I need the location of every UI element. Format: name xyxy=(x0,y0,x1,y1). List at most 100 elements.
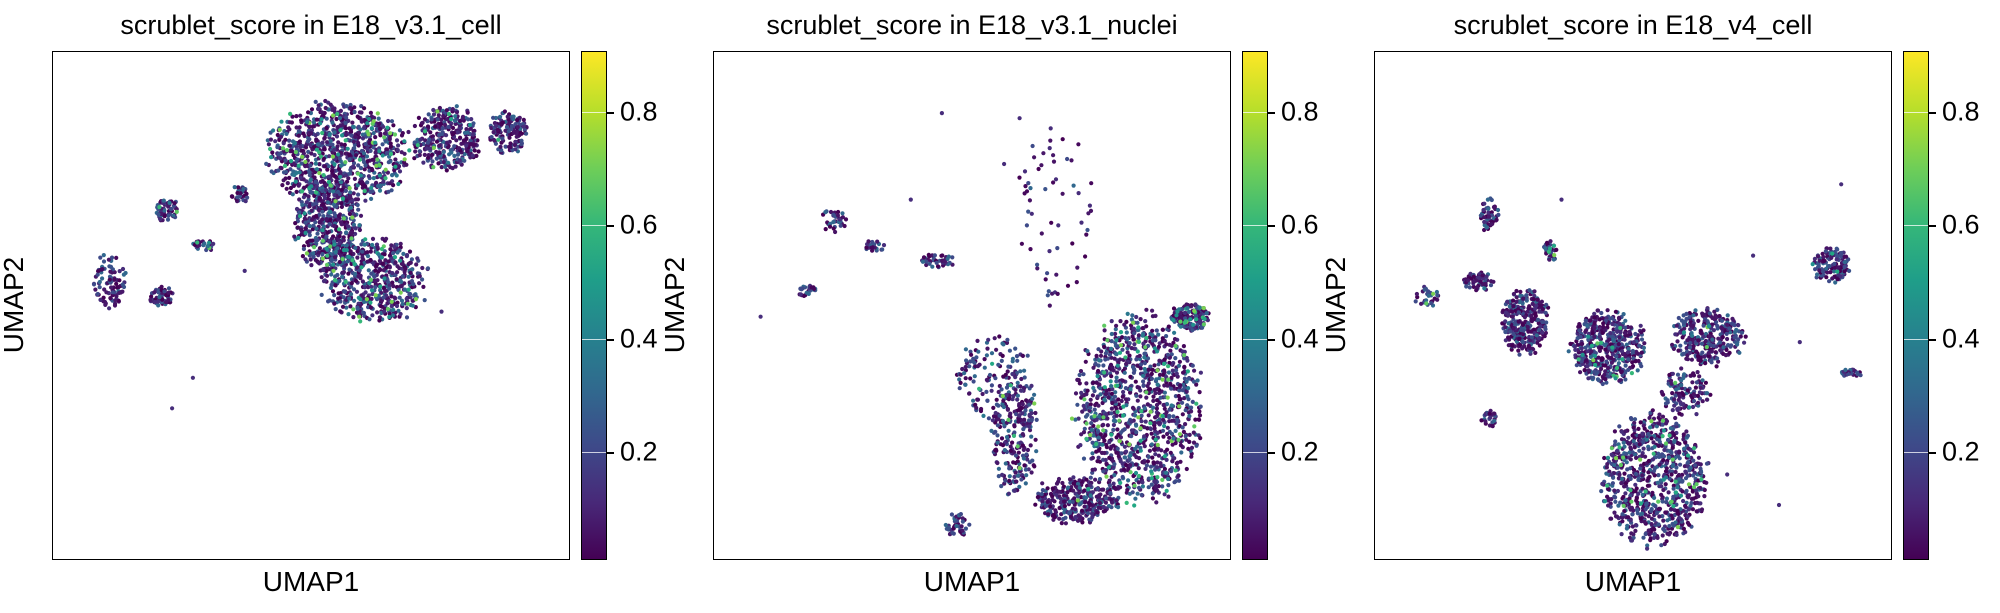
scatter-point xyxy=(409,279,415,284)
scatter-point xyxy=(1167,407,1172,412)
scatter-point xyxy=(321,214,326,219)
scatter-point xyxy=(431,107,436,113)
scatter-point xyxy=(505,114,510,119)
scatter-point xyxy=(435,117,440,122)
scatter-point xyxy=(1113,390,1118,395)
scatter-point xyxy=(340,270,345,275)
scatter-point xyxy=(381,179,386,184)
scatter-point xyxy=(388,131,393,136)
scatter-point xyxy=(273,139,278,144)
scatter-point xyxy=(157,295,162,300)
scatter-point xyxy=(324,125,329,130)
colorbar-tick xyxy=(607,339,614,341)
scatter-point xyxy=(1047,146,1052,151)
scatter-point xyxy=(207,240,212,245)
scatter-point xyxy=(1171,414,1176,419)
scatter-point xyxy=(380,261,385,266)
scatter-point xyxy=(508,141,513,146)
scatter-point xyxy=(1166,324,1171,329)
scatter-point xyxy=(326,179,331,185)
scatter-point xyxy=(1125,311,1130,316)
scatter-point xyxy=(399,283,404,289)
scatter-point xyxy=(375,157,380,162)
scatter-point xyxy=(1139,492,1144,498)
scatter-point xyxy=(1113,419,1118,424)
scatter-point xyxy=(1158,395,1163,400)
scatter-point xyxy=(1165,395,1170,400)
scatter-point xyxy=(489,125,494,131)
scatter-point xyxy=(1176,437,1181,442)
scatter-point xyxy=(377,162,382,167)
scatter-point xyxy=(1020,443,1025,448)
scatter-point xyxy=(471,129,476,134)
scatter-point xyxy=(1174,371,1179,376)
scatter-point xyxy=(398,258,403,263)
scatter-point xyxy=(384,147,389,152)
scatter-point xyxy=(391,307,396,312)
scatter-point xyxy=(1134,393,1139,398)
scatter-point xyxy=(1143,351,1148,356)
scatter-point xyxy=(344,115,349,120)
scatter-point xyxy=(1149,371,1154,376)
scatter-point xyxy=(1095,510,1100,515)
scatter-point xyxy=(300,202,305,208)
plot-area xyxy=(1374,51,1892,560)
scatter-point xyxy=(401,251,406,256)
scatter-point xyxy=(960,519,965,524)
scatter-point xyxy=(503,128,508,133)
scatter-point xyxy=(1131,473,1136,479)
scatter-point xyxy=(1103,351,1108,356)
scatter-point xyxy=(1029,470,1034,475)
scatter-point xyxy=(331,113,336,118)
scatter-point xyxy=(467,122,473,128)
scatter-point xyxy=(1030,458,1035,463)
scatter-point xyxy=(332,293,337,298)
scatter-point xyxy=(310,124,315,129)
scatter-point xyxy=(333,307,338,312)
scatter-point xyxy=(1083,495,1089,500)
scatter-point xyxy=(474,153,479,158)
scatter-point xyxy=(828,209,834,215)
scatter-point xyxy=(325,140,330,145)
scatter-point xyxy=(322,164,327,169)
scatter-point xyxy=(152,290,157,295)
scatter-point xyxy=(1118,480,1123,485)
scatter-point xyxy=(373,268,378,273)
y-axis-label: UMAP2 xyxy=(659,256,690,354)
scatter-point xyxy=(383,176,388,181)
scatter-point xyxy=(391,183,396,188)
scatter-point xyxy=(1095,459,1100,464)
scatter-point xyxy=(1106,395,1111,400)
scatter-point xyxy=(324,182,329,187)
scatter-point xyxy=(373,285,378,290)
scatter-point xyxy=(281,141,286,146)
scatter-point xyxy=(369,271,374,276)
scatter-point xyxy=(1000,353,1005,358)
scatter-point xyxy=(1103,391,1108,397)
scatter-point xyxy=(296,163,301,168)
scatter-point xyxy=(454,110,459,115)
scatter-point xyxy=(1020,402,1025,407)
scatter-point xyxy=(320,209,325,214)
scatter-point xyxy=(958,372,963,377)
scatter-point xyxy=(362,106,367,111)
scatter-point xyxy=(439,309,444,314)
scatter-point xyxy=(975,397,981,402)
scatter-point xyxy=(344,132,349,137)
scatter-point xyxy=(1191,379,1196,384)
scatter-point xyxy=(503,144,508,149)
scatter-point xyxy=(1133,496,1138,501)
scatter-point xyxy=(495,127,500,133)
scatter-point xyxy=(1098,386,1103,391)
scatter-point xyxy=(1147,335,1152,340)
scatter-point xyxy=(314,147,319,152)
scatter-point xyxy=(322,278,328,283)
scatter-point xyxy=(1143,319,1148,324)
scatter-point xyxy=(360,279,365,284)
scatter-point xyxy=(1157,358,1162,363)
scatter-point xyxy=(515,125,520,130)
scatter-point xyxy=(1159,448,1164,453)
scatter-point xyxy=(1090,440,1095,445)
scatter-point xyxy=(332,278,338,283)
scatter-point xyxy=(1150,491,1155,496)
